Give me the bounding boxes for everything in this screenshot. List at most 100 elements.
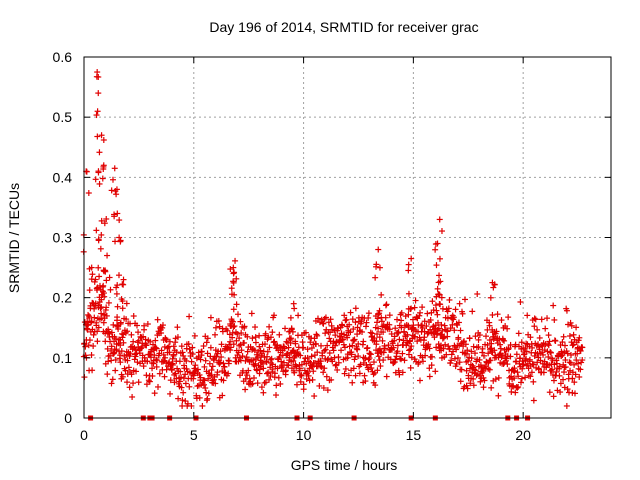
y-tick-label: 0 bbox=[64, 410, 72, 426]
data-point bbox=[144, 358, 151, 365]
data-point bbox=[405, 290, 412, 297]
data-point bbox=[150, 341, 157, 348]
data-point bbox=[497, 345, 504, 352]
data-point bbox=[434, 285, 441, 292]
data-point bbox=[551, 316, 558, 323]
data-point bbox=[91, 314, 98, 321]
data-point bbox=[475, 343, 482, 350]
data-point bbox=[556, 372, 563, 379]
data-point bbox=[291, 369, 298, 376]
data-point bbox=[282, 367, 289, 374]
data-point bbox=[120, 281, 127, 288]
data-point bbox=[258, 384, 265, 391]
data-point bbox=[488, 384, 495, 391]
data-point bbox=[114, 314, 121, 321]
data-point bbox=[468, 355, 475, 362]
data-point bbox=[142, 336, 149, 343]
data-point bbox=[409, 316, 416, 323]
data-point bbox=[322, 346, 329, 353]
data-point bbox=[504, 361, 511, 368]
data-point bbox=[536, 346, 543, 353]
data-point bbox=[517, 379, 524, 386]
data-point bbox=[468, 348, 475, 355]
data-point bbox=[422, 352, 429, 359]
data-point bbox=[416, 312, 423, 319]
data-point bbox=[322, 314, 329, 321]
data-point bbox=[326, 335, 333, 342]
data-point bbox=[399, 350, 406, 357]
data-points-layer bbox=[80, 69, 586, 409]
data-point bbox=[226, 358, 233, 365]
data-point bbox=[94, 133, 101, 140]
data-point bbox=[241, 339, 248, 346]
data-point bbox=[203, 389, 210, 396]
data-point bbox=[421, 334, 428, 341]
data-point bbox=[415, 359, 422, 366]
data-point bbox=[219, 392, 226, 399]
data-point bbox=[385, 342, 392, 349]
data-point bbox=[238, 329, 245, 336]
data-point bbox=[201, 377, 208, 384]
data-point bbox=[273, 392, 280, 399]
data-point bbox=[439, 305, 446, 312]
data-point bbox=[424, 310, 431, 317]
data-point bbox=[455, 334, 462, 341]
data-point bbox=[421, 318, 428, 325]
data-point bbox=[370, 371, 377, 378]
data-point bbox=[377, 363, 384, 370]
data-point bbox=[446, 345, 453, 352]
data-point bbox=[117, 237, 124, 244]
data-point bbox=[291, 305, 298, 312]
data-point bbox=[95, 324, 102, 331]
data-point bbox=[459, 310, 466, 317]
data-point bbox=[196, 371, 203, 378]
data-point bbox=[85, 311, 92, 318]
data-point bbox=[268, 355, 275, 362]
data-point bbox=[441, 322, 448, 329]
data-point bbox=[401, 329, 408, 336]
data-point bbox=[304, 354, 311, 361]
data-point bbox=[454, 355, 461, 362]
data-point bbox=[335, 353, 342, 360]
data-point bbox=[386, 326, 393, 333]
data-point bbox=[88, 319, 95, 326]
data-point bbox=[293, 381, 300, 388]
data-point bbox=[451, 355, 458, 362]
data-point bbox=[113, 284, 120, 291]
data-point bbox=[317, 342, 324, 349]
data-point bbox=[218, 354, 225, 361]
data-point bbox=[480, 374, 487, 381]
data-point bbox=[437, 278, 444, 285]
data-point bbox=[281, 345, 288, 352]
data-point bbox=[227, 344, 234, 351]
data-point bbox=[576, 373, 583, 380]
data-point bbox=[248, 310, 255, 317]
data-point bbox=[547, 349, 554, 356]
data-point bbox=[373, 319, 380, 326]
data-point bbox=[341, 344, 348, 351]
data-point bbox=[95, 90, 102, 97]
data-point bbox=[185, 340, 192, 347]
data-point bbox=[332, 362, 339, 369]
data-point bbox=[320, 320, 327, 327]
data-point bbox=[350, 326, 357, 333]
data-point bbox=[401, 357, 408, 364]
data-point bbox=[559, 339, 566, 346]
data-point bbox=[354, 346, 361, 353]
x-axis-title: GPS time / hours bbox=[291, 457, 398, 473]
data-point bbox=[112, 188, 119, 195]
data-point bbox=[504, 325, 511, 332]
data-point bbox=[161, 373, 168, 380]
data-point bbox=[352, 353, 359, 360]
data-point bbox=[219, 328, 226, 335]
data-point bbox=[544, 315, 551, 322]
data-point bbox=[232, 257, 239, 264]
data-point bbox=[252, 334, 259, 341]
data-point bbox=[378, 314, 385, 321]
data-point bbox=[100, 290, 107, 297]
data-point bbox=[494, 311, 501, 318]
data-point bbox=[168, 367, 175, 374]
data-point bbox=[104, 252, 111, 259]
data-point bbox=[396, 336, 403, 343]
data-point bbox=[225, 370, 232, 377]
